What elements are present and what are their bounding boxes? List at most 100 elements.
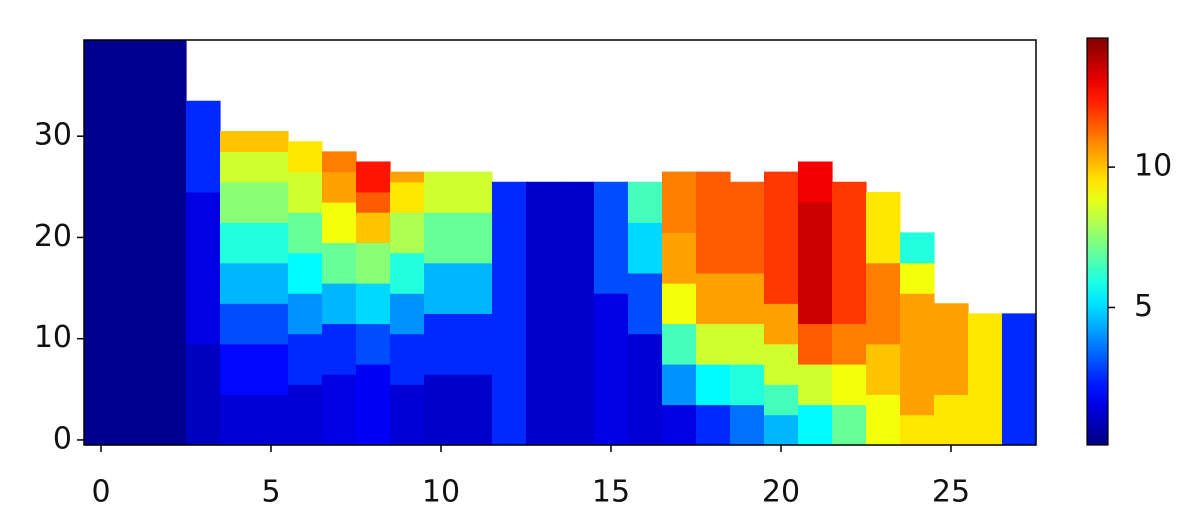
cell xyxy=(594,181,629,193)
cell xyxy=(628,374,663,385)
cell xyxy=(1002,313,1037,325)
cell xyxy=(322,272,357,284)
cell xyxy=(356,242,391,254)
cell xyxy=(288,353,323,365)
cell xyxy=(764,242,799,254)
cell xyxy=(254,384,289,395)
cell xyxy=(186,293,221,304)
cell xyxy=(866,202,901,213)
cell xyxy=(220,191,255,203)
cell xyxy=(458,353,493,365)
cell xyxy=(798,384,833,395)
cell xyxy=(84,404,119,416)
cell xyxy=(594,394,629,406)
cell xyxy=(696,353,731,365)
cell xyxy=(220,141,255,152)
cell xyxy=(288,303,323,314)
cell xyxy=(526,303,561,314)
cell xyxy=(594,283,629,294)
cell xyxy=(900,333,935,345)
cell xyxy=(696,384,731,395)
cell xyxy=(118,232,153,244)
cell xyxy=(526,212,561,223)
cell xyxy=(492,252,527,264)
cell xyxy=(322,323,357,335)
cell xyxy=(968,313,1003,325)
cell xyxy=(832,252,867,264)
cell xyxy=(220,424,255,436)
cell xyxy=(424,343,459,355)
cell xyxy=(1002,384,1037,395)
cell xyxy=(118,272,153,284)
cell xyxy=(424,364,459,375)
cell xyxy=(560,323,595,335)
cell xyxy=(560,262,595,274)
cell xyxy=(594,191,629,203)
cell xyxy=(458,364,493,375)
cell xyxy=(866,222,901,233)
cell xyxy=(458,343,493,355)
cell xyxy=(662,313,697,325)
cell xyxy=(458,242,493,254)
cell xyxy=(832,293,867,304)
cell xyxy=(458,374,493,385)
cell xyxy=(152,394,187,406)
cell xyxy=(356,364,391,375)
cell xyxy=(84,151,119,163)
cell xyxy=(84,121,119,132)
cell xyxy=(152,283,187,294)
cell xyxy=(628,434,663,446)
cell xyxy=(424,252,459,264)
cell xyxy=(798,191,833,203)
cell xyxy=(390,414,425,426)
cell xyxy=(322,394,357,406)
cell xyxy=(390,434,425,446)
cell xyxy=(934,434,969,446)
x-tick-label: 0 xyxy=(91,475,110,510)
cell xyxy=(866,384,901,395)
cell xyxy=(798,353,833,365)
cell xyxy=(118,60,153,71)
cell xyxy=(764,171,799,183)
cell xyxy=(186,141,221,152)
cell xyxy=(288,333,323,345)
cell xyxy=(900,242,935,254)
cell xyxy=(186,161,221,173)
cell xyxy=(764,262,799,274)
cell xyxy=(186,313,221,325)
cell xyxy=(186,151,221,163)
cell xyxy=(730,374,765,385)
cell xyxy=(492,323,527,335)
cell xyxy=(662,374,697,385)
cell xyxy=(832,343,867,355)
cell xyxy=(118,262,153,274)
cell xyxy=(662,404,697,416)
cell xyxy=(1002,333,1037,345)
cell xyxy=(798,242,833,254)
cell xyxy=(220,414,255,426)
cell xyxy=(1002,323,1037,335)
cell xyxy=(220,151,255,163)
cell xyxy=(662,202,697,213)
cell xyxy=(254,434,289,446)
cell xyxy=(458,212,493,223)
cell xyxy=(220,161,255,173)
cell xyxy=(662,222,697,233)
cell xyxy=(288,252,323,264)
cell xyxy=(84,262,119,274)
cell xyxy=(696,212,731,223)
cell xyxy=(662,283,697,294)
cell xyxy=(322,242,357,254)
cell xyxy=(322,191,357,203)
cell xyxy=(526,293,561,304)
cell xyxy=(84,303,119,314)
y-tick-label: 0 xyxy=(53,421,72,456)
cell xyxy=(560,414,595,426)
cell xyxy=(84,40,119,51)
cell xyxy=(424,272,459,284)
cell xyxy=(118,110,153,122)
cell xyxy=(866,404,901,416)
cell xyxy=(560,181,595,193)
cell xyxy=(764,424,799,436)
